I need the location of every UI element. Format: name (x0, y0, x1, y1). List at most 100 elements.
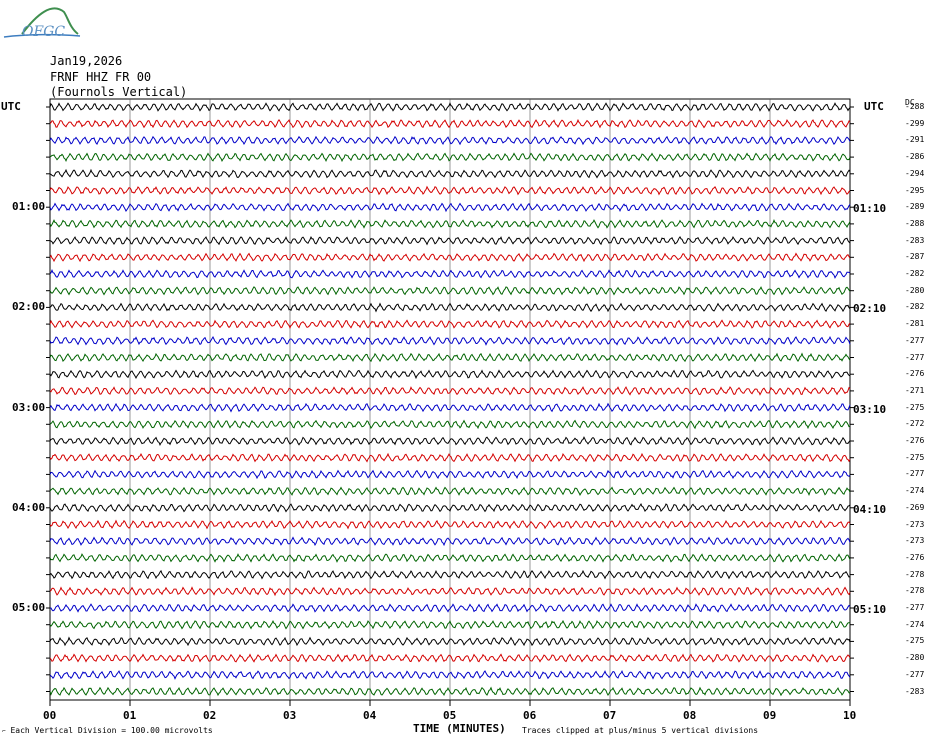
dc-offset-value: -281 (905, 319, 925, 329)
station-code: FRNF HHZ FR 00 (50, 70, 152, 84)
seismic-trace (49, 486, 851, 497)
right-hour-label: 01:10 (853, 202, 887, 216)
x-axis-title: TIME (MINUTES) (413, 722, 506, 735)
seismic-trace (49, 503, 851, 513)
left-hour-label: 03:00 (12, 400, 46, 414)
right-hour-label: 05:10 (853, 603, 887, 616)
dc-offset-value: -273 (905, 536, 925, 546)
seismic-trace (49, 569, 851, 580)
left-hour-label: 04:00 (12, 500, 46, 514)
seismic-trace (49, 452, 851, 463)
seismic-trace (49, 335, 851, 346)
x-tick-label: 03 (283, 709, 297, 722)
x-tick-label: 09 (763, 709, 777, 722)
seismic-trace (49, 469, 851, 480)
dc-offset-value: -269 (905, 502, 925, 512)
seismic-trace (49, 536, 851, 547)
x-tick-label: 01 (123, 709, 137, 722)
seismic-trace (49, 519, 851, 530)
dc-offset-value: -274 (905, 619, 925, 629)
dc-offset-value: -280 (905, 653, 925, 663)
dc-offset-value: -288 (905, 102, 925, 111)
seismic-trace (49, 369, 851, 380)
dc-offset-value: -291 (905, 135, 925, 145)
utc-label-right: UTC (864, 100, 884, 113)
seismic-trace (49, 135, 851, 146)
x-tick-label: 05 (443, 709, 457, 722)
dc-offset-value: -277 (905, 603, 925, 612)
left-hour-label: 05:00 (12, 601, 46, 614)
dc-label: DC (905, 98, 915, 107)
x-tick-label: 06 (523, 709, 537, 722)
seismic-trace (49, 118, 851, 129)
left-hour-label: 02:00 (12, 300, 46, 314)
seismic-trace (49, 102, 851, 112)
x-tick-label: 04 (363, 709, 377, 722)
seismic-trace (49, 252, 851, 263)
dc-offset-value: -277 (905, 335, 925, 345)
dc-offset-value: -275 (905, 452, 925, 462)
dc-offset-value: -295 (905, 185, 925, 195)
x-tick-label: 10 (843, 709, 857, 722)
dc-offset-value: -287 (905, 252, 925, 262)
logo-ground (3, 33, 81, 38)
x-tick-label: 00 (43, 709, 57, 722)
seismic-trace (49, 419, 851, 430)
dc-offset-value: -283 (905, 235, 925, 245)
dc-offset-value: -278 (905, 586, 925, 596)
scale-marker-icon: ⌐ (2, 728, 6, 735)
dc-offset-value: -275 (905, 636, 925, 646)
dc-offset-value: -278 (905, 569, 925, 579)
seismic-trace (49, 386, 851, 396)
seismic-trace (49, 269, 851, 279)
dc-offset-value: -276 (905, 436, 925, 445)
seismic-trace (49, 686, 851, 697)
seismic-trace (49, 619, 851, 630)
plot-date: Jan19,2026 (50, 54, 123, 68)
seismic-trace (49, 168, 851, 179)
right-hour-label: 02:10 (853, 302, 887, 316)
x-tick-label: 02 (203, 709, 217, 722)
seismic-trace (49, 586, 851, 597)
seismic-trace (49, 636, 851, 647)
scale-note: ⌐ Each Vertical Division = 100.00 microv… (2, 726, 213, 735)
dc-offset-value: -299 (905, 118, 925, 128)
x-tick-label: 07 (603, 709, 617, 722)
logo (2, 4, 82, 44)
dc-offset-value: -272 (905, 419, 925, 429)
dc-offset-value: -282 (905, 269, 925, 278)
dc-offset-value: -282 (905, 302, 925, 312)
dc-offset-value: -289 (905, 202, 925, 212)
seismic-trace (49, 152, 851, 163)
seismic-trace (49, 436, 851, 446)
seismic-trace (50, 603, 851, 613)
seismic-trace (49, 185, 851, 196)
dc-offset-value: -276 (905, 369, 925, 379)
seismic-trace (49, 202, 851, 213)
dc-offset-value: -277 (905, 352, 925, 362)
utc-label-left: UTC (1, 100, 21, 113)
clip-note: Traces clipped at plus/minus 5 vertical … (522, 726, 759, 735)
dc-offset-value: -276 (905, 552, 925, 562)
dc-offset-value: -288 (905, 218, 925, 228)
seismic-trace (49, 653, 851, 663)
dc-offset-value: -271 (905, 385, 925, 395)
station-name: (Fournols Vertical) (50, 85, 188, 99)
seismic-trace (49, 286, 851, 296)
dc-offset-value: -294 (905, 168, 925, 178)
seismic-trace (49, 319, 851, 330)
dc-offset-value: -280 (905, 285, 925, 295)
seismic-trace (49, 218, 851, 229)
scale-note-text: Each Vertical Division = 100.00 microvol… (10, 726, 213, 735)
dc-offset-value: -273 (905, 519, 925, 529)
seismic-trace (49, 669, 851, 680)
logo-text: OFGC (22, 24, 66, 40)
dc-offset-value: -283 (905, 686, 925, 696)
left-hour-label: 01:00 (12, 200, 46, 214)
seismic-trace (49, 235, 851, 246)
logo-graphic (3, 7, 81, 38)
seismic-trace (49, 553, 851, 563)
seismic-trace (49, 302, 851, 313)
dc-offset-value: -286 (905, 152, 925, 162)
